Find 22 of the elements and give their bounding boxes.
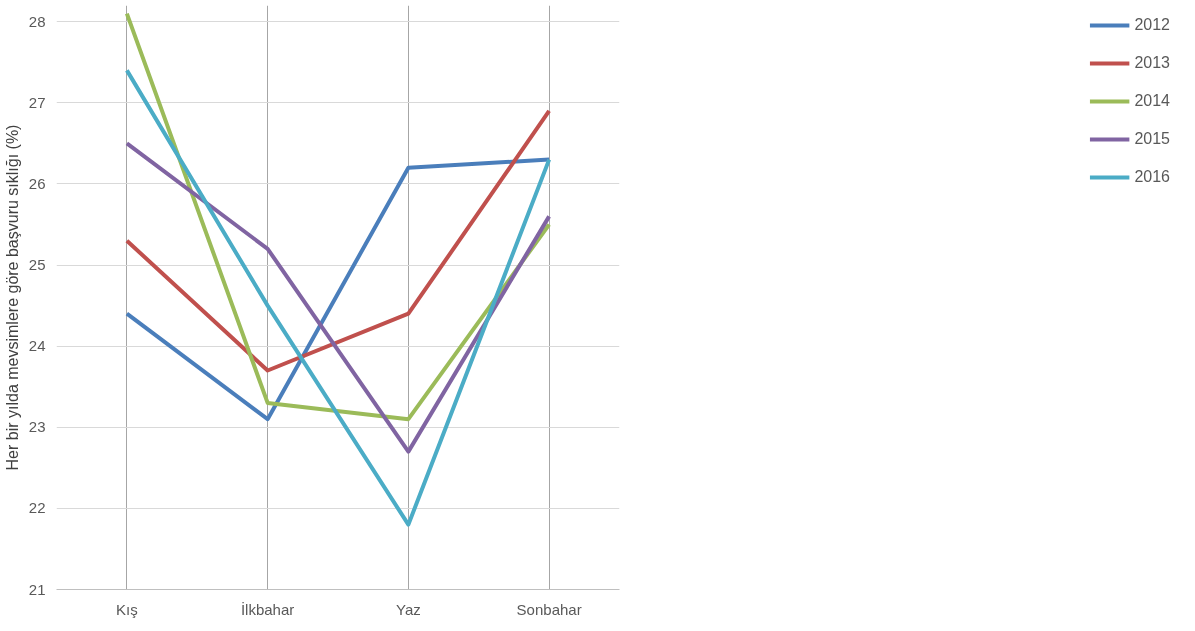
y-tick-label: 27 <box>28 93 46 111</box>
x-tick-label: Yaz <box>396 600 421 618</box>
line-series <box>124 141 552 454</box>
y-tick-label: 21 <box>28 580 46 598</box>
legend-label: 2016 <box>1134 168 1170 186</box>
legend-label: 2014 <box>1134 92 1170 110</box>
legend-label: 2013 <box>1134 54 1170 72</box>
x-tick-label: Kış <box>116 600 138 618</box>
line-series <box>124 108 552 373</box>
legend-label: 2012 <box>1134 16 1170 34</box>
line-series <box>124 157 552 422</box>
y-tick-label: 28 <box>28 12 46 30</box>
y-tick-label: 25 <box>28 256 46 274</box>
y-tick-label: 22 <box>28 499 46 517</box>
legend-label: 2015 <box>1134 130 1170 148</box>
y-axis-title: Her bir yılda mevsimlere göre başvuru sıklığı (%) <box>3 124 21 471</box>
y-tick-label: 23 <box>28 418 46 436</box>
y-tick-label: 24 <box>28 337 46 355</box>
x-tick-label: Sonbahar <box>516 600 582 618</box>
line-series <box>124 68 552 527</box>
y-tick-label: 26 <box>28 174 46 192</box>
x-tick-label: İlkbahar <box>240 600 295 618</box>
